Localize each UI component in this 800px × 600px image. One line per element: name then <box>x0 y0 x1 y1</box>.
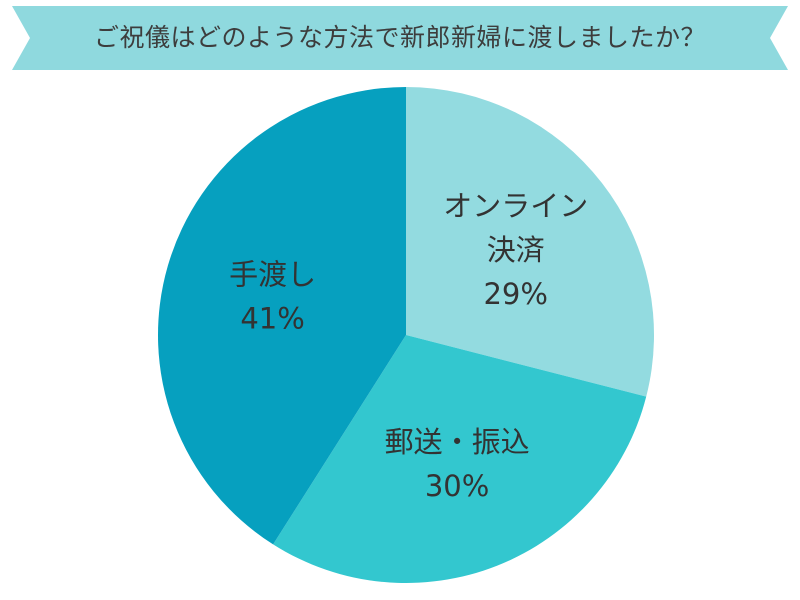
pie-slices <box>158 87 655 584</box>
slice-percent-label: 30% <box>425 469 489 503</box>
slice-postal-transfer-label: 郵送・振込 30% <box>385 425 530 503</box>
title-banner-shape <box>12 6 788 70</box>
slice-hand-delivery-label: 手渡し 41% <box>229 257 316 335</box>
pie-labels: オンライン決済 29% 郵送・振込 30% 手渡し 41% <box>229 189 588 503</box>
slice-online-payment <box>406 87 655 397</box>
slice-name-label: 決済 <box>487 233 545 267</box>
title-banner <box>12 6 788 70</box>
slice-name-label: 手渡し <box>229 257 316 291</box>
slice-name-label: 郵送・振込 <box>385 425 530 459</box>
slice-percent-label: 29% <box>483 277 547 311</box>
slice-percent-label: 41% <box>240 301 304 335</box>
slice-hand-delivery <box>158 87 406 545</box>
chart-title: ご祝儀はどのような方法で新郎新婦に渡しましたか？ <box>93 23 706 52</box>
slice-online-payment-label: オンライン決済 29% <box>443 189 588 311</box>
slice-postal-transfer <box>273 335 647 584</box>
slice-name-label: オンライン <box>443 189 588 223</box>
